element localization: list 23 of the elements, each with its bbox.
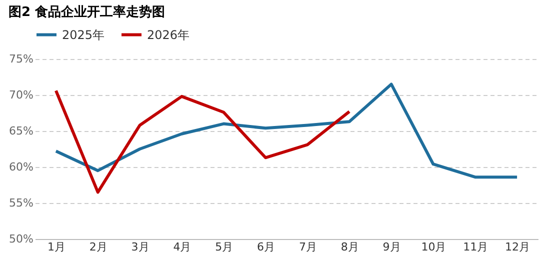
- x-tick-label: 7月: [298, 240, 317, 254]
- y-tick-label: 70%: [9, 88, 34, 102]
- chart-title: 图2 食品企业开工率走势图: [8, 4, 166, 20]
- y-tick-label: 55%: [9, 196, 34, 210]
- x-tick-label: 8月: [340, 240, 359, 254]
- x-tick-label: 11月: [463, 240, 488, 254]
- y-tick-label: 65%: [9, 124, 34, 138]
- legend-label: 2025年: [62, 28, 105, 42]
- x-tick-label: 5月: [215, 240, 234, 254]
- x-tick-label: 6月: [257, 240, 276, 254]
- line-series: [54, 89, 351, 194]
- legend-label: 2026年: [147, 28, 190, 42]
- y-tick-label: 60%: [9, 160, 34, 174]
- x-tick-label: 1月: [47, 240, 66, 254]
- x-tick-label: 12月: [505, 240, 530, 254]
- x-tick-label: 10月: [421, 240, 446, 254]
- line-series: [54, 82, 519, 179]
- x-tick-label: 4月: [173, 240, 192, 254]
- x-tick-label: 9月: [382, 240, 401, 254]
- y-tick-label: 75%: [9, 52, 34, 66]
- y-tick-label: 50%: [9, 232, 34, 246]
- x-tick-label: 2月: [89, 240, 108, 254]
- x-tick-label: 3月: [131, 240, 150, 254]
